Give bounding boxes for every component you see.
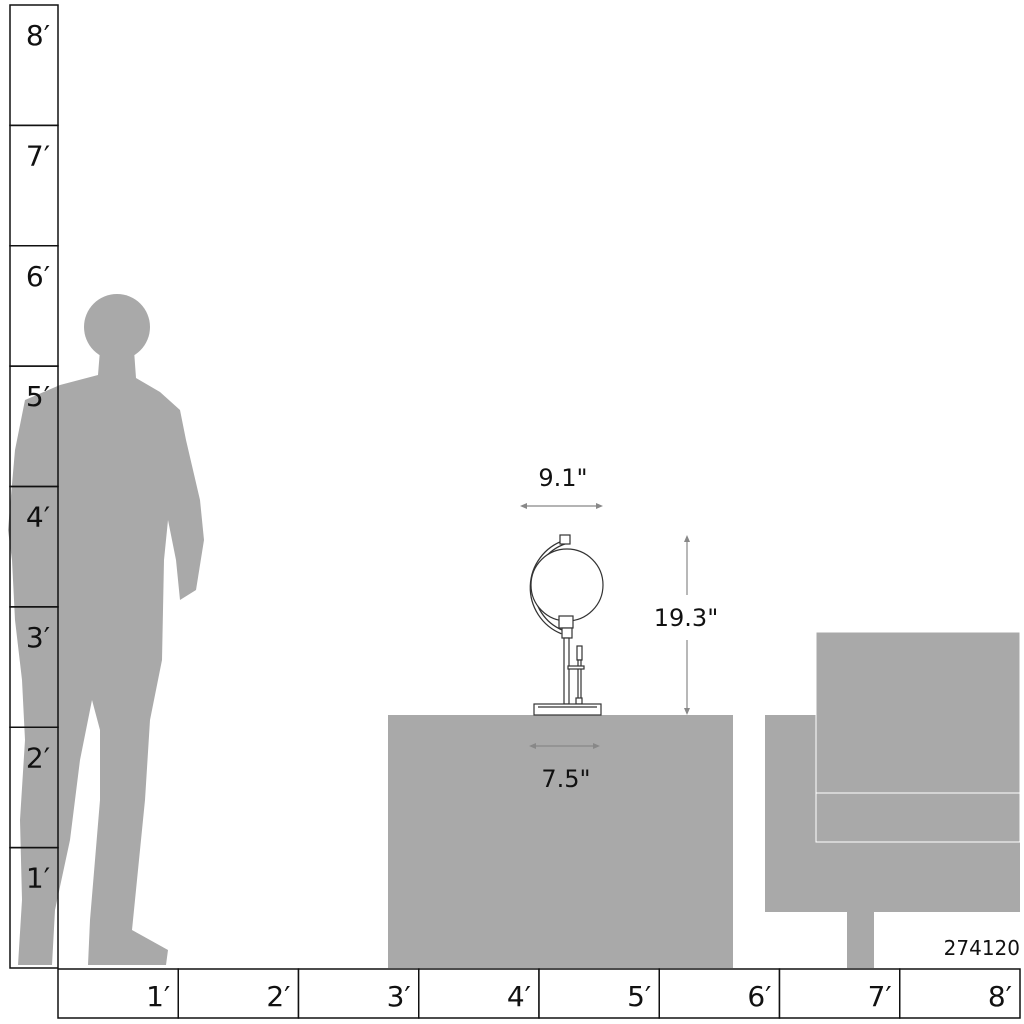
horizontal-ruler-cell xyxy=(658,968,781,1019)
vertical-ruler-label: 8′ xyxy=(26,19,50,52)
horizontal-ruler: 1′ 2′ 3′ 4′ 5′ 6′ 7′ 8′ xyxy=(57,968,1021,1019)
vertical-ruler-label: 4′ xyxy=(26,501,50,534)
horizontal-ruler-cell xyxy=(778,968,901,1019)
horizontal-ruler-label: 2′ xyxy=(266,980,290,1013)
horizontal-ruler-label: 5′ xyxy=(627,980,651,1013)
dimension-lines xyxy=(520,503,690,749)
horizontal-ruler-label: 6′ xyxy=(747,980,771,1013)
vertical-ruler-label: 7′ xyxy=(26,139,50,172)
horizontal-ruler-cell xyxy=(57,968,179,1019)
side-table xyxy=(388,715,733,968)
width-dimension-label: 9.1" xyxy=(538,464,587,492)
horizontal-ruler-cell xyxy=(297,968,420,1019)
horizontal-ruler-label: 7′ xyxy=(868,980,892,1013)
horizontal-ruler-label: 8′ xyxy=(988,980,1012,1013)
vertical-ruler-cell xyxy=(9,846,59,969)
vertical-ruler-label: 1′ xyxy=(26,862,50,895)
product-code: 274120 xyxy=(944,936,1020,960)
person-silhouette xyxy=(8,294,204,965)
horizontal-ruler-label: 1′ xyxy=(146,980,170,1013)
vertical-ruler-label: 6′ xyxy=(26,260,50,293)
vertical-ruler-label: 2′ xyxy=(26,741,50,774)
height-dimension-label: 19.3" xyxy=(654,604,718,632)
armchair xyxy=(765,631,1021,968)
vertical-ruler-label: 3′ xyxy=(26,621,50,654)
horizontal-ruler-label: 3′ xyxy=(387,980,411,1013)
base-dimension-label: 7.5" xyxy=(541,765,590,793)
globe-table-lamp xyxy=(529,534,604,716)
vertical-ruler: 8′ 7′ 6′ 5′ 4′ 3′ 2′ 1′ xyxy=(9,4,59,969)
horizontal-ruler-cell xyxy=(538,968,660,1019)
vertical-ruler-label: 5′ xyxy=(26,380,50,413)
horizontal-ruler-label: 4′ xyxy=(507,980,531,1013)
horizontal-ruler-cell xyxy=(899,968,1021,1019)
